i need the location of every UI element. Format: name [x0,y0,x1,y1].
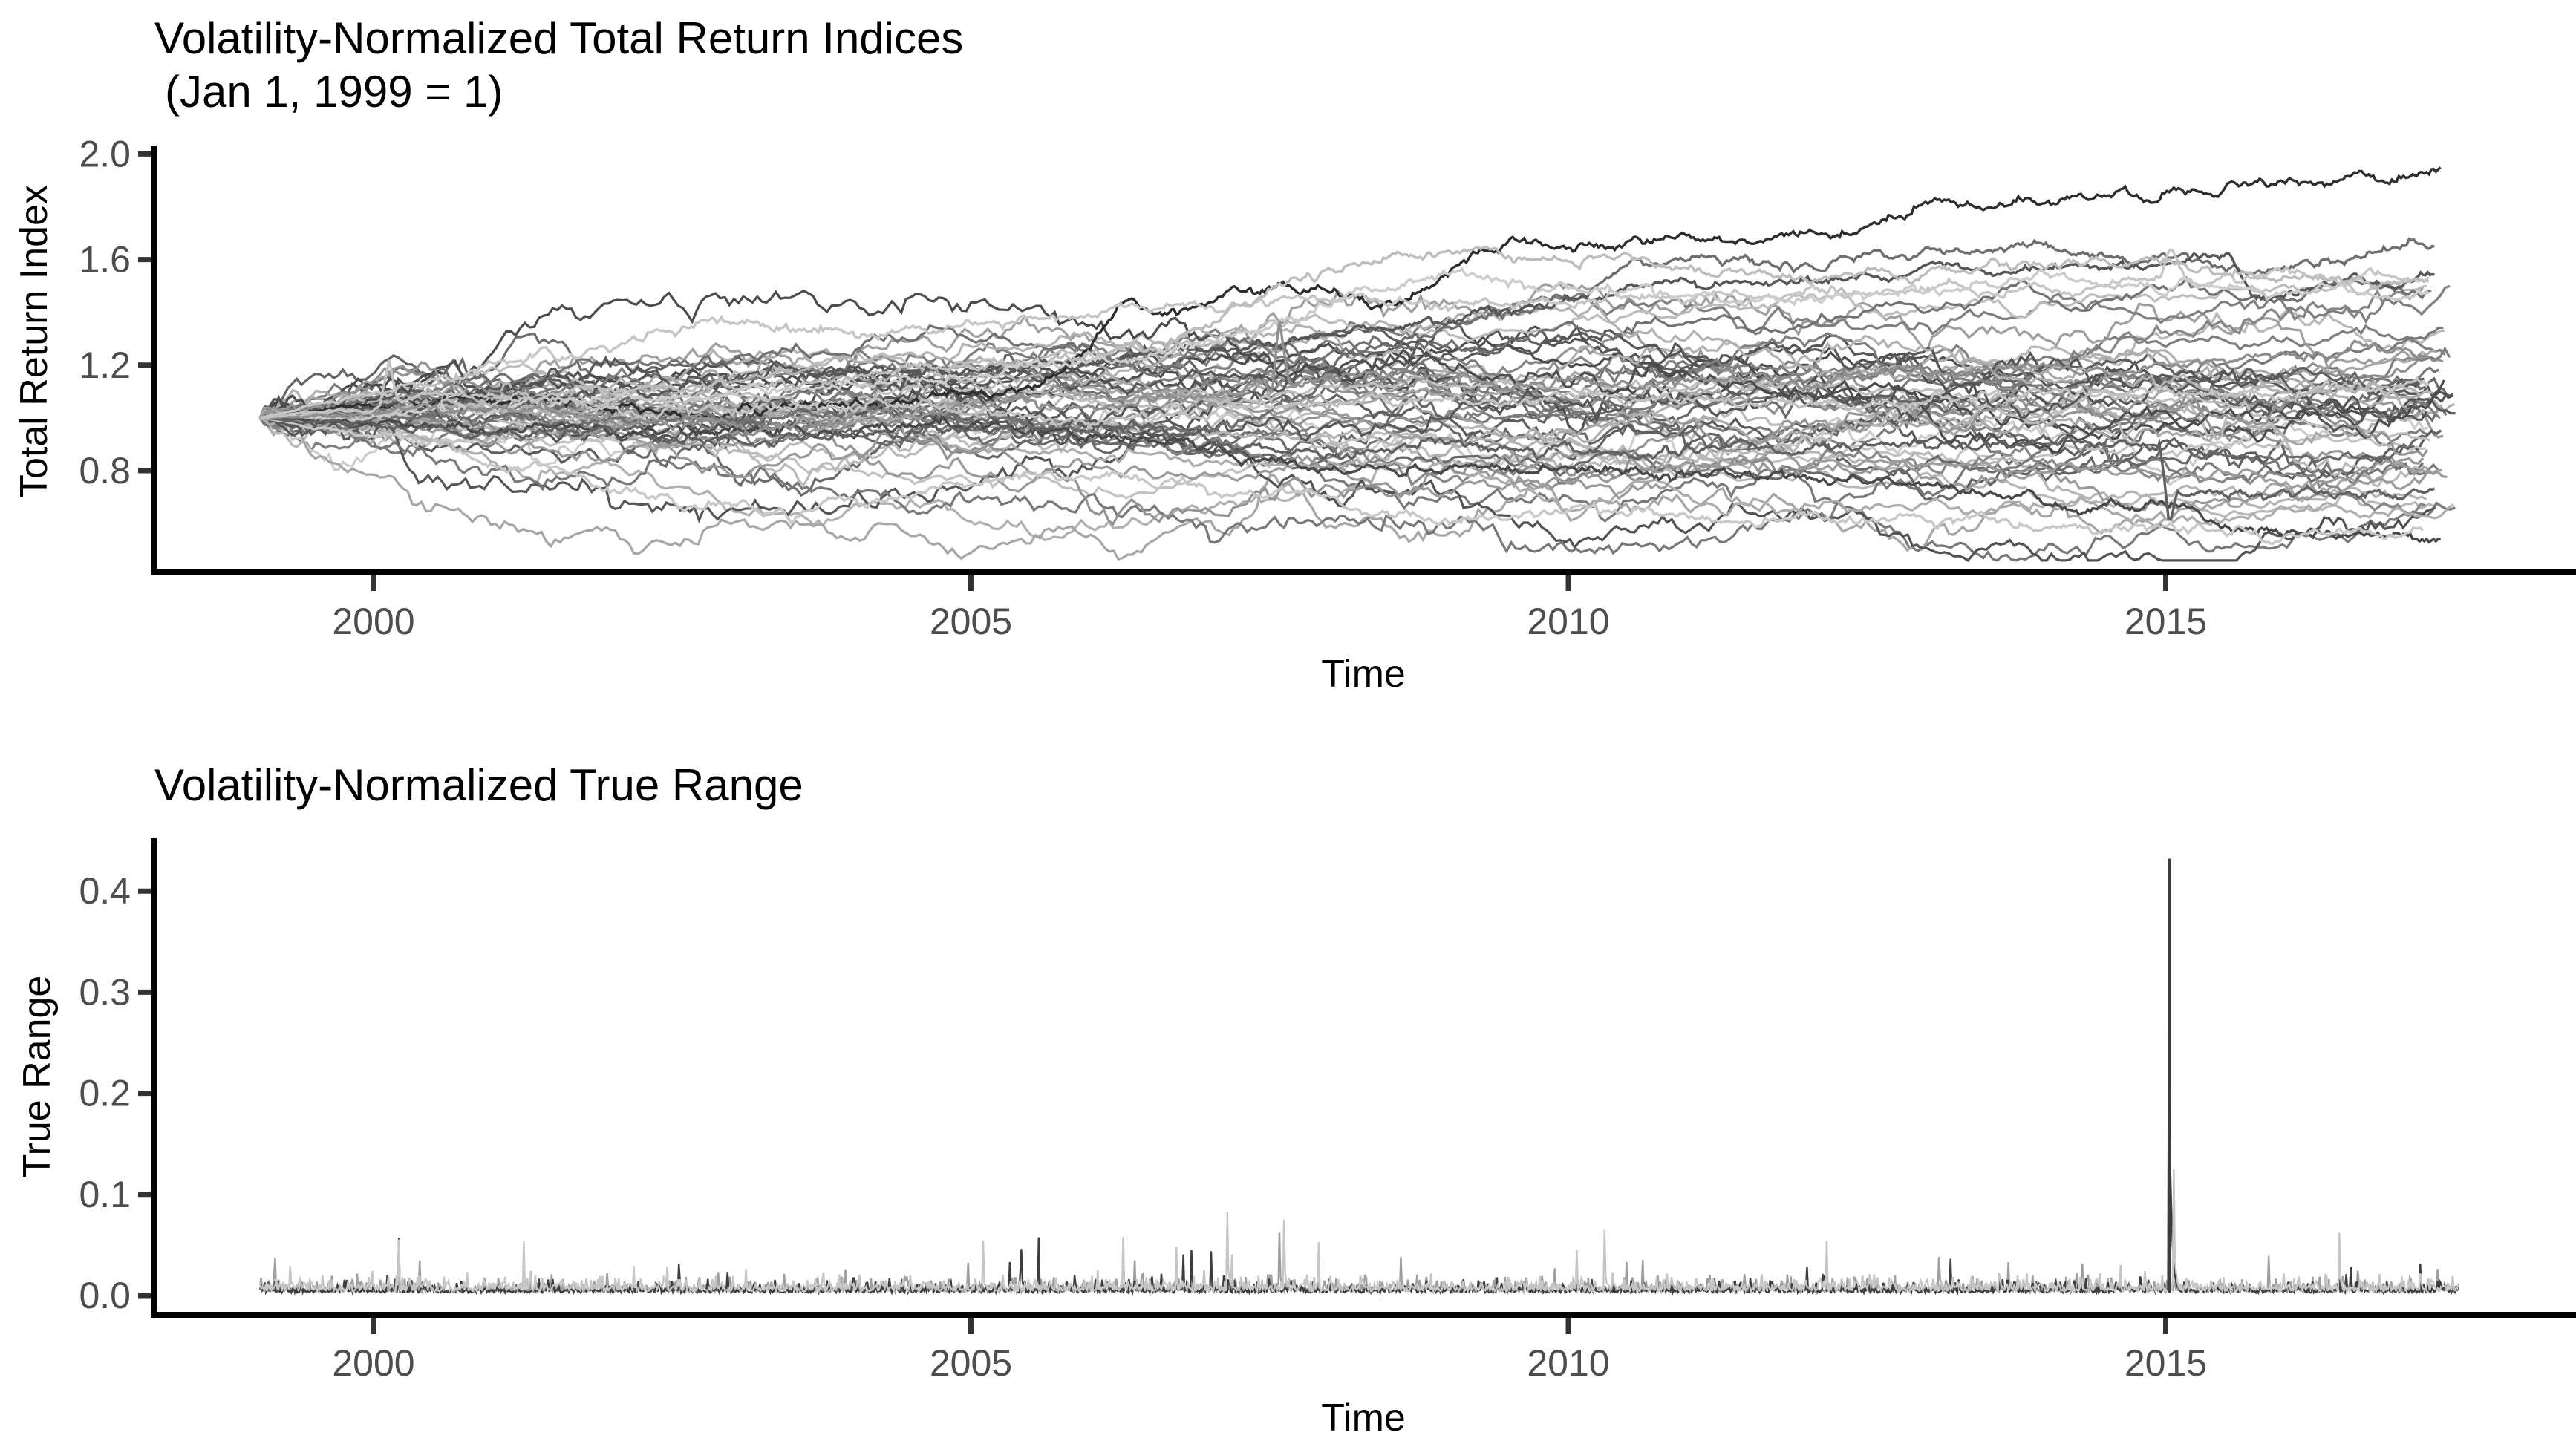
y-tick-label: 0.1 [79,1174,131,1215]
x-tick-label: 2000 [332,601,414,642]
true-range-dark-series [258,858,2459,1296]
notable-series-dark-drop-2015 [259,251,2435,419]
y-tick-label: 0.2 [79,1073,131,1114]
y-tick-label: 0.3 [79,971,131,1013]
y-tick-label: 2.0 [79,133,131,174]
true-range-light-series [258,1169,2459,1295]
notable-series-dark-low-end [260,414,2441,544]
axis-group: 0.0 0.1 0.2 0.3 0.4 2000 2005 2010 2015 [79,838,2576,1384]
x-tick-label: 2015 [2125,601,2207,642]
bottom-chart-title: Volatility-Normalized True Range [154,760,803,810]
notable-series-light-low-line [259,417,2424,546]
axis-group: 0.8 1.2 1.6 2.0 2000 2005 2010 2015 [79,133,2576,642]
notable-series-mid-gray-riser [260,237,2435,437]
return-index-series [259,382,2442,491]
top-chart-subtitle: (Jan 1, 1999 = 1) [165,67,503,117]
return-index-series [259,396,2427,510]
x-tick-label: 2000 [332,1342,414,1384]
return-index-series [259,388,2427,484]
top-chart-plot [258,166,2456,563]
bottom-chart-plot [258,858,2459,1296]
bottom-x-axis-title: Time [1321,1397,1406,1440]
notable-series-light-upper-b [259,267,2430,423]
y-tick-label: 1.2 [79,344,131,386]
x-tick-label: 2010 [1527,601,1609,642]
return-index-series [258,406,2448,512]
return-index-series [259,281,2425,426]
top-x-axis-title: Time [1321,653,1406,696]
y-tick-label: 0.0 [79,1275,131,1316]
y-tick-label: 0.8 [79,450,131,491]
return-index-series [259,407,2439,555]
return-index-series [259,355,2427,442]
y-tick-label: 0.4 [79,870,131,912]
x-tick-label: 2010 [1527,1342,1609,1384]
return-index-series [258,377,2436,563]
return-index-series [258,316,2456,524]
top-chart-title: Volatility-Normalized Total Return Indic… [154,13,964,63]
notable-series-mid-spike-2007 [259,320,2430,437]
x-tick-label: 2005 [930,601,1012,642]
top-chart-title-block: Volatility-Normalized Total Return Indic… [154,12,963,119]
y-tick-label: 1.6 [79,239,131,281]
x-tick-label: 2005 [930,1342,1012,1384]
notable-series-light-spike-2000 [259,359,2430,427]
return-index-series [259,413,2430,561]
return-index-series [258,289,2445,454]
notable-series-dark-top-line [259,166,2442,423]
x-tick-label: 2015 [2125,1342,2207,1384]
notable-series-light-upper-a [259,245,2430,419]
